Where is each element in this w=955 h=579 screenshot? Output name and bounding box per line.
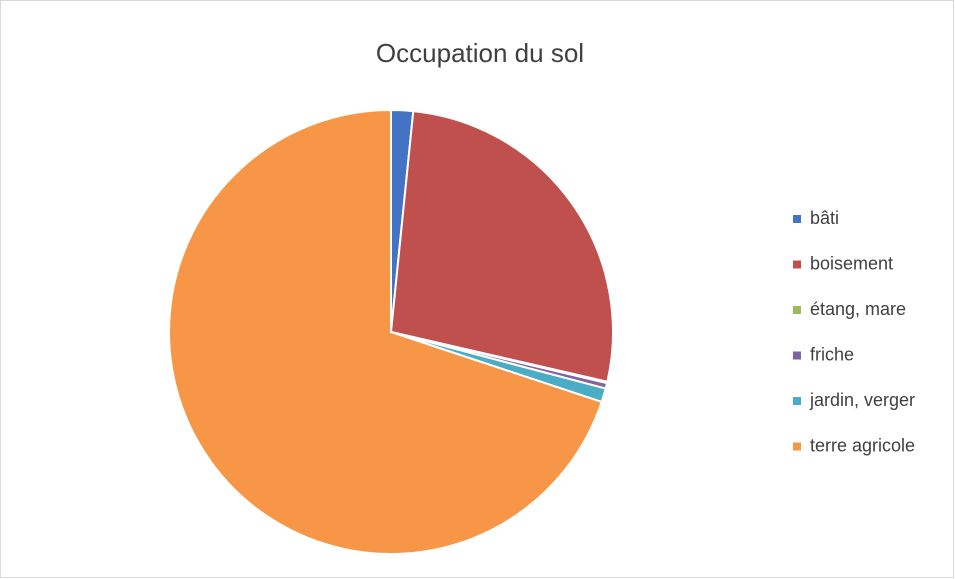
- pie-slice: [168, 108, 603, 555]
- legend-label: terre agricole: [810, 435, 915, 455]
- legend-swatch: [793, 397, 801, 405]
- legend-swatch: [793, 215, 801, 223]
- legend-label: étang, mare: [810, 299, 906, 319]
- legend-label: friche: [810, 344, 854, 364]
- legend-swatch: [793, 306, 801, 314]
- legend-swatch: [793, 442, 801, 451]
- legend-label: jardin, verger: [809, 390, 915, 410]
- legend-swatch: [793, 260, 801, 269]
- chart-title: Occupation du sol: [376, 38, 584, 68]
- legend-label: boisement: [810, 253, 893, 273]
- pie-slice: [389, 110, 614, 383]
- legend-label: bâti: [810, 208, 839, 228]
- legend-swatch: [793, 351, 801, 360]
